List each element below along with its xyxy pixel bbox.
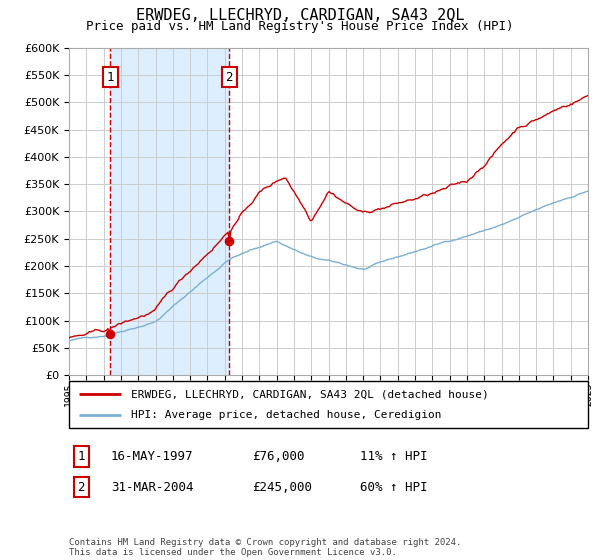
Point bbox=[105, 329, 115, 338]
Text: 1: 1 bbox=[77, 450, 85, 463]
Text: Price paid vs. HM Land Registry's House Price Index (HPI): Price paid vs. HM Land Registry's House … bbox=[86, 20, 514, 32]
Text: 31-MAR-2004: 31-MAR-2004 bbox=[111, 480, 193, 494]
Text: 1: 1 bbox=[106, 71, 114, 83]
Point bbox=[224, 237, 234, 246]
Text: 2: 2 bbox=[225, 71, 233, 83]
Text: HPI: Average price, detached house, Ceredigion: HPI: Average price, detached house, Cere… bbox=[131, 410, 442, 420]
Bar bbox=[110, 48, 229, 375]
Text: 11% ↑ HPI: 11% ↑ HPI bbox=[360, 450, 427, 463]
Text: 60% ↑ HPI: 60% ↑ HPI bbox=[360, 480, 427, 494]
Text: £245,000: £245,000 bbox=[252, 480, 312, 494]
Text: 2: 2 bbox=[77, 480, 85, 494]
Text: ERWDEG, LLECHRYD, CARDIGAN, SA43 2QL: ERWDEG, LLECHRYD, CARDIGAN, SA43 2QL bbox=[136, 8, 464, 24]
FancyBboxPatch shape bbox=[69, 381, 588, 428]
Text: ERWDEG, LLECHRYD, CARDIGAN, SA43 2QL (detached house): ERWDEG, LLECHRYD, CARDIGAN, SA43 2QL (de… bbox=[131, 389, 489, 399]
Text: Contains HM Land Registry data © Crown copyright and database right 2024.
This d: Contains HM Land Registry data © Crown c… bbox=[69, 538, 461, 557]
Text: £76,000: £76,000 bbox=[252, 450, 305, 463]
Text: 16-MAY-1997: 16-MAY-1997 bbox=[111, 450, 193, 463]
